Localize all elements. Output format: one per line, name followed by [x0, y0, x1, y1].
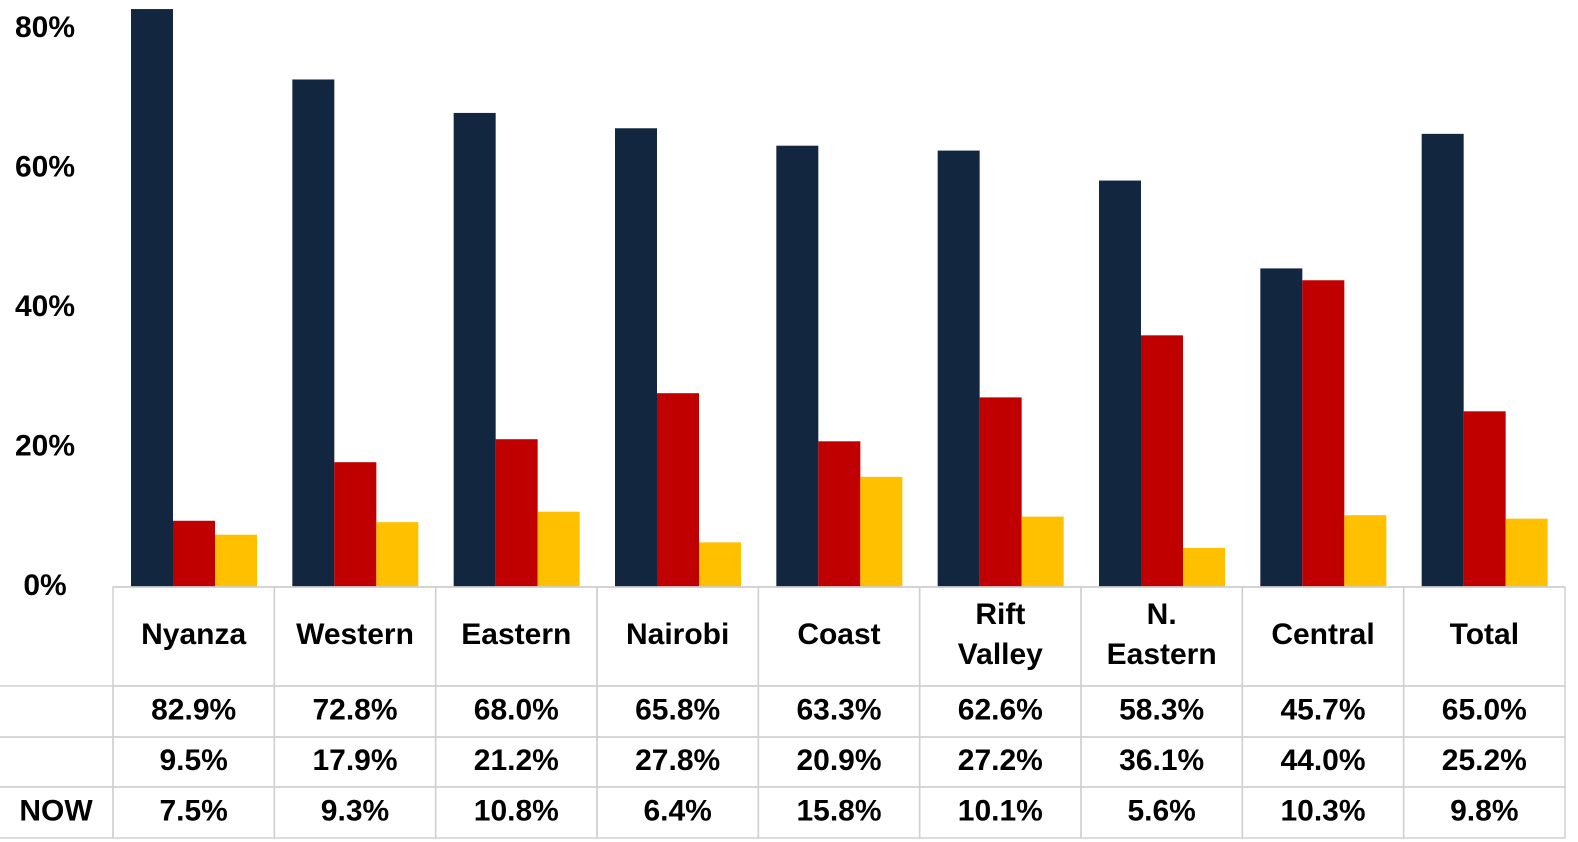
data-label: 68.0%	[474, 693, 559, 726]
x-tick-label: Total	[1450, 618, 1519, 651]
bar	[1344, 515, 1387, 587]
bar	[657, 393, 699, 587]
data-label: 44.0%	[1280, 744, 1365, 777]
bar	[495, 439, 538, 587]
data-label: 15.8%	[796, 794, 881, 827]
y-tick-label: 20%	[15, 429, 75, 462]
bar	[173, 520, 215, 587]
data-label: 21.2%	[474, 744, 559, 777]
bar	[860, 476, 903, 587]
bar	[292, 79, 335, 587]
bar	[979, 397, 1022, 587]
data-label: 25.2%	[1442, 744, 1527, 777]
data-label: 10.3%	[1280, 794, 1365, 827]
bar	[215, 534, 257, 587]
label-line: N.	[1147, 598, 1177, 631]
bar	[776, 145, 819, 587]
bar	[1099, 180, 1141, 587]
data-label: 7.5%	[159, 794, 227, 827]
data-label: 62.6%	[958, 693, 1043, 726]
data-label: 9.8%	[1450, 794, 1518, 827]
data-label: 65.0%	[1442, 693, 1527, 726]
bar	[334, 462, 377, 587]
bar	[1505, 518, 1548, 587]
data-label: 82.9%	[151, 693, 236, 726]
data-label: 9.5%	[159, 744, 227, 777]
x-tick-label: Western	[296, 618, 414, 651]
x-tick-label: Central	[1271, 618, 1374, 651]
bar	[1302, 280, 1345, 587]
data-label: 17.9%	[312, 744, 397, 777]
data-label: 20.9%	[796, 744, 881, 777]
bar	[937, 150, 980, 587]
bar	[1141, 335, 1183, 587]
data-label: 9.3%	[321, 794, 389, 827]
table-cell	[0, 786, 114, 839]
x-tick-label: Rift Valley	[958, 598, 1043, 671]
legend-label: NOW	[19, 794, 93, 827]
bar	[453, 112, 496, 588]
table-cell	[1402, 786, 1566, 839]
table-cell	[0, 736, 114, 788]
y-tick-label: 60%	[15, 151, 75, 184]
bar	[131, 9, 173, 588]
bar	[1183, 547, 1225, 587]
data-label: 27.8%	[635, 744, 720, 777]
data-label: 6.4%	[643, 794, 711, 827]
data-label: 63.3%	[796, 693, 881, 726]
label-line: Eastern	[1107, 638, 1217, 671]
bar	[537, 511, 580, 587]
y-tick-label: 0%	[23, 569, 66, 602]
bar	[818, 441, 861, 587]
x-tick-label: Nyanza	[141, 618, 246, 651]
data-label: 10.1%	[958, 794, 1043, 827]
x-tick-label: Nairobi	[626, 618, 729, 651]
data-label: 36.1%	[1119, 744, 1204, 777]
bar	[1463, 411, 1506, 587]
x-tick-label: Eastern	[461, 618, 571, 651]
label-line: Valley	[958, 638, 1043, 671]
x-tick-label: Coast	[797, 618, 880, 651]
data-label: 65.8%	[635, 693, 720, 726]
bar	[699, 542, 741, 587]
x-tick-label: N. Eastern	[1107, 598, 1217, 671]
y-tick-label: 40%	[15, 290, 75, 323]
label-line: Rift	[975, 598, 1025, 631]
bar	[1260, 268, 1303, 587]
bar	[1421, 133, 1464, 588]
data-label: 45.7%	[1280, 693, 1365, 726]
bar	[615, 128, 657, 588]
data-label: 72.8%	[312, 693, 397, 726]
data-label: 10.8%	[474, 794, 559, 827]
bar	[376, 522, 419, 587]
data-label: 58.3%	[1119, 693, 1204, 726]
data-label: 27.2%	[958, 744, 1043, 777]
table-cell	[0, 685, 114, 738]
y-tick-label: 80%	[15, 11, 75, 44]
data-label: 5.6%	[1127, 794, 1195, 827]
bar	[1021, 516, 1064, 587]
